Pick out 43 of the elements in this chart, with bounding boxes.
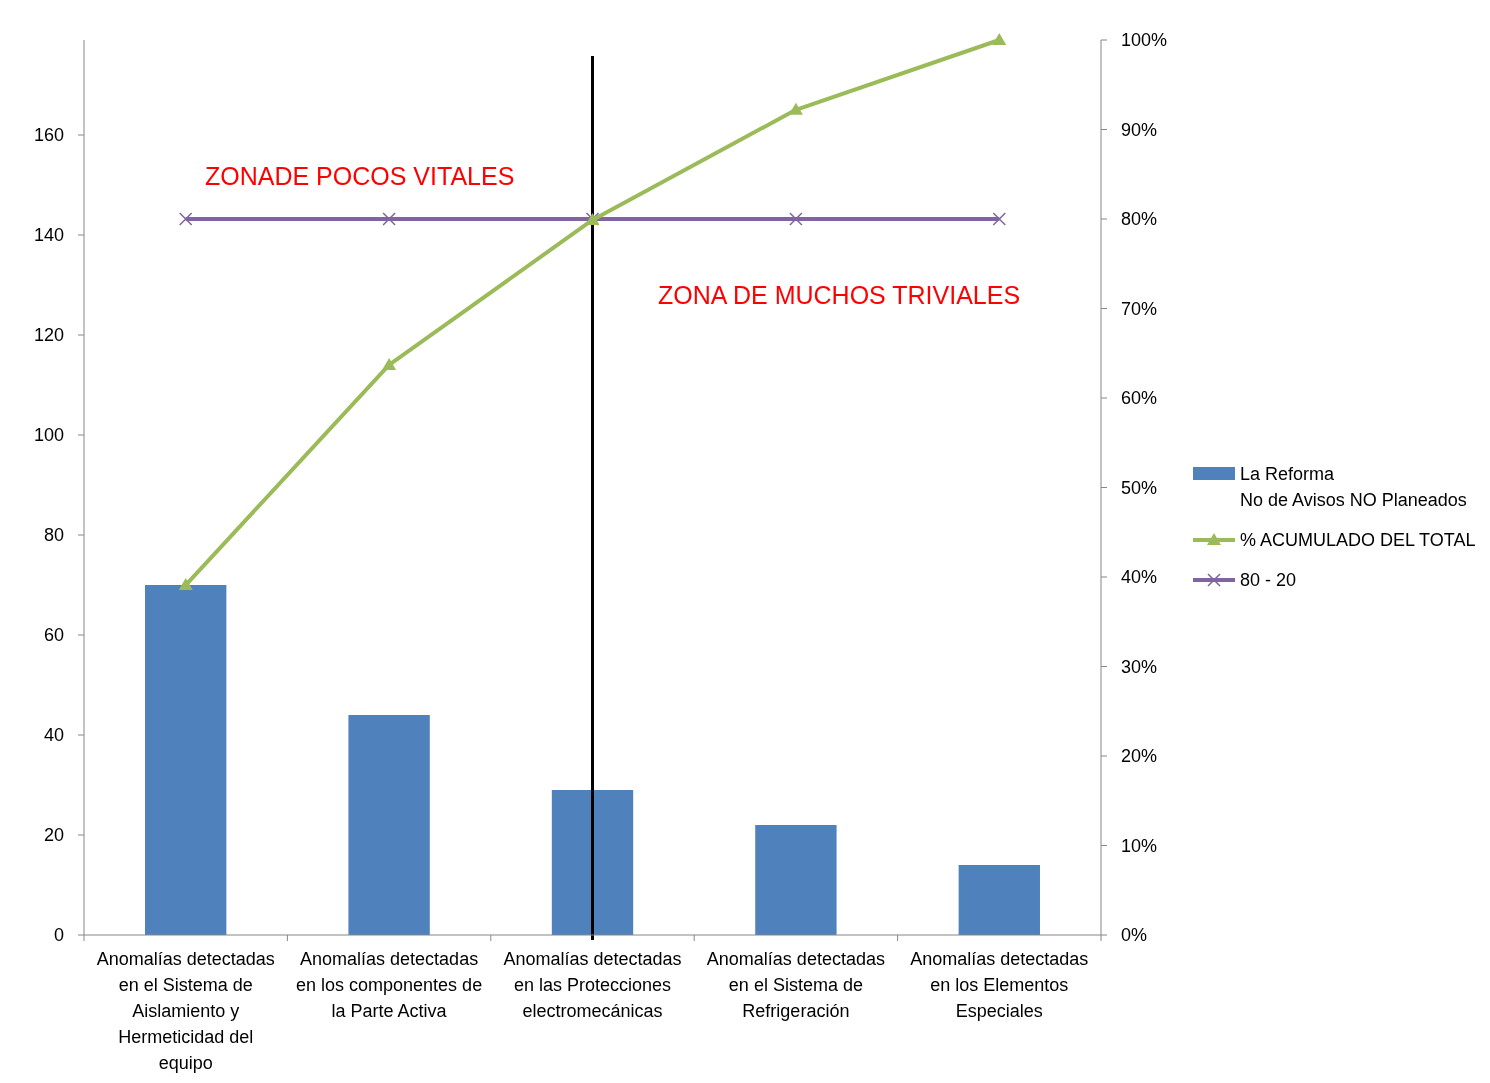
y-tick-label: 120 (33, 325, 64, 346)
y-tick-label: 100 (33, 425, 64, 446)
annotation: ZONADE POCOS VITALES (205, 162, 515, 190)
annotation: ZONA DE MUCHOS TRIVIALES (658, 281, 1021, 309)
point (382, 357, 397, 370)
y-tick-label: 20 (43, 825, 64, 846)
point (382, 212, 396, 226)
y2-tick-label: 10% (1121, 835, 1158, 856)
y2-tick-label: 30% (1121, 656, 1158, 677)
legend-label: La Reforma No de Avisos NO Planeados (1240, 464, 1467, 511)
y2-tick-label: 100% (1121, 30, 1168, 51)
bar (551, 790, 634, 935)
x-tick-label: Anomalías detectadas en las Protecciones electromecánicas (503, 949, 682, 1021)
y2-tick-label: 70% (1121, 298, 1158, 319)
bar (958, 865, 1040, 935)
bar (145, 585, 227, 935)
y-tick-label: 60 (43, 625, 64, 646)
point (178, 578, 193, 591)
y2-tick-label: 0% (1121, 925, 1148, 946)
y-tick-label: 160 (33, 125, 64, 146)
point (992, 212, 1007, 226)
y2-tick-label: 20% (1121, 746, 1158, 767)
point (788, 102, 803, 115)
point (178, 212, 193, 226)
bar (755, 825, 837, 935)
legend-label: 80 - 20 (1240, 570, 1297, 591)
y2-tick-label: 50% (1121, 477, 1158, 498)
y-tick-label: 80 (43, 525, 64, 546)
y-tick-label: 40 (43, 725, 64, 746)
y2-tick-label: 80% (1121, 209, 1158, 230)
x-tick-label: Anomalías detectadas en el Sistema de Aislamiento y Hermeticidad del equipo (96, 949, 275, 1073)
y2-tick-label: 90% (1121, 119, 1158, 140)
y-tick-label: 0 (53, 925, 64, 946)
point (992, 33, 1007, 45)
point (789, 212, 803, 226)
x-tick-label: Anomalías detectadas en los componentes de la Parte Activa (296, 949, 483, 1021)
y2-tick-label: 40% (1121, 567, 1158, 588)
legend-label: % ACUMULADO DEL TOTAL (1240, 530, 1476, 551)
bar (348, 715, 430, 935)
y2-tick-label: 60% (1121, 388, 1158, 409)
y-tick-label: 140 (33, 225, 64, 246)
x-tick-label: Anomalías detectadas en los Elementos Especiales (910, 949, 1089, 1021)
x-tick-label: Anomalías detectadas en el Sistema de Refrigeración (706, 949, 885, 1021)
